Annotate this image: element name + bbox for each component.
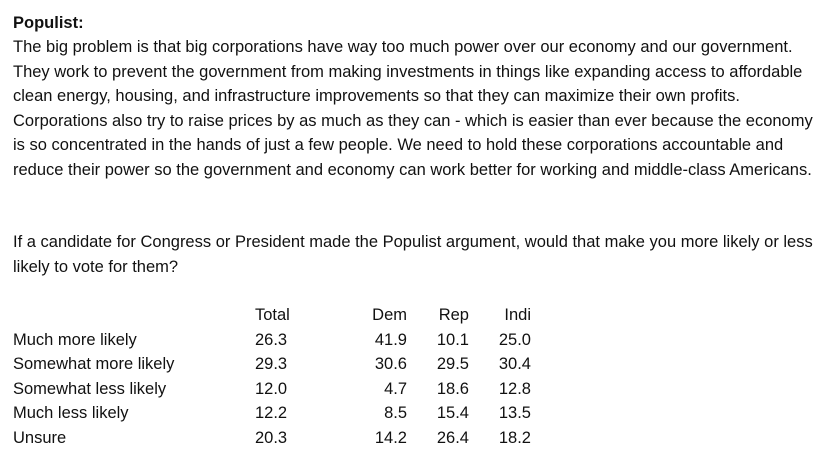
header-rep: Rep xyxy=(438,306,469,324)
cell-total: 29.3 xyxy=(255,355,288,373)
results-table: Total Dem Rep Indi Much more likely 26.3… xyxy=(13,303,531,450)
cell-dem: 4.7 xyxy=(384,379,407,398)
cell-rep: 29.5 xyxy=(436,355,469,373)
cell-dem: 8.5 xyxy=(384,404,407,422)
cell-indi: 30.4 xyxy=(498,355,531,373)
cell-dem: 41.9 xyxy=(374,330,407,349)
cell-total: 12.0 xyxy=(255,379,288,398)
cell-indi: 18.2 xyxy=(498,428,531,447)
header-indi: Indi xyxy=(504,306,531,324)
row-label: Unsure xyxy=(13,428,67,447)
row-label: Somewhat less likely xyxy=(13,379,167,398)
cell-total: 12.2 xyxy=(255,404,288,422)
table-row: Unsure 20.3 14.2 26.4 18.2 xyxy=(13,426,531,451)
header-total: Total xyxy=(255,306,290,324)
table-header-row: Total Dem Rep Indi xyxy=(13,303,531,328)
header-dem: Dem xyxy=(372,306,407,324)
cell-dem: 14.2 xyxy=(374,428,407,447)
row-label: Somewhat more likely xyxy=(13,355,175,373)
cell-indi: 13.5 xyxy=(498,404,531,422)
cell-rep: 26.4 xyxy=(436,428,469,447)
table-row: Somewhat more likely 29.3 30.6 29.5 30.4 xyxy=(13,352,531,377)
row-label: Much less likely xyxy=(13,404,129,422)
header-label xyxy=(13,303,255,328)
cell-total: 26.3 xyxy=(255,330,288,349)
cell-total: 20.3 xyxy=(255,428,288,447)
cell-rep: 15.4 xyxy=(436,404,469,422)
table-row: Much more likely 26.3 41.9 10.1 25.0 xyxy=(13,328,531,353)
argument-paragraph: The big problem is that big corporations… xyxy=(13,38,813,179)
table-row: Much less likely 12.2 8.5 15.4 13.5 xyxy=(13,401,531,426)
cell-rep: 10.1 xyxy=(436,330,469,349)
survey-question: If a candidate for Congress or President… xyxy=(13,233,813,276)
table-row: Somewhat less likely 12.0 4.7 18.6 12.8 xyxy=(13,377,531,402)
cell-rep: 18.6 xyxy=(436,379,469,398)
cell-dem: 30.6 xyxy=(374,355,407,373)
cell-indi: 12.8 xyxy=(498,379,531,398)
row-label: Much more likely xyxy=(13,330,137,349)
cell-indi: 25.0 xyxy=(498,330,531,349)
section-heading: Populist: xyxy=(13,14,84,32)
